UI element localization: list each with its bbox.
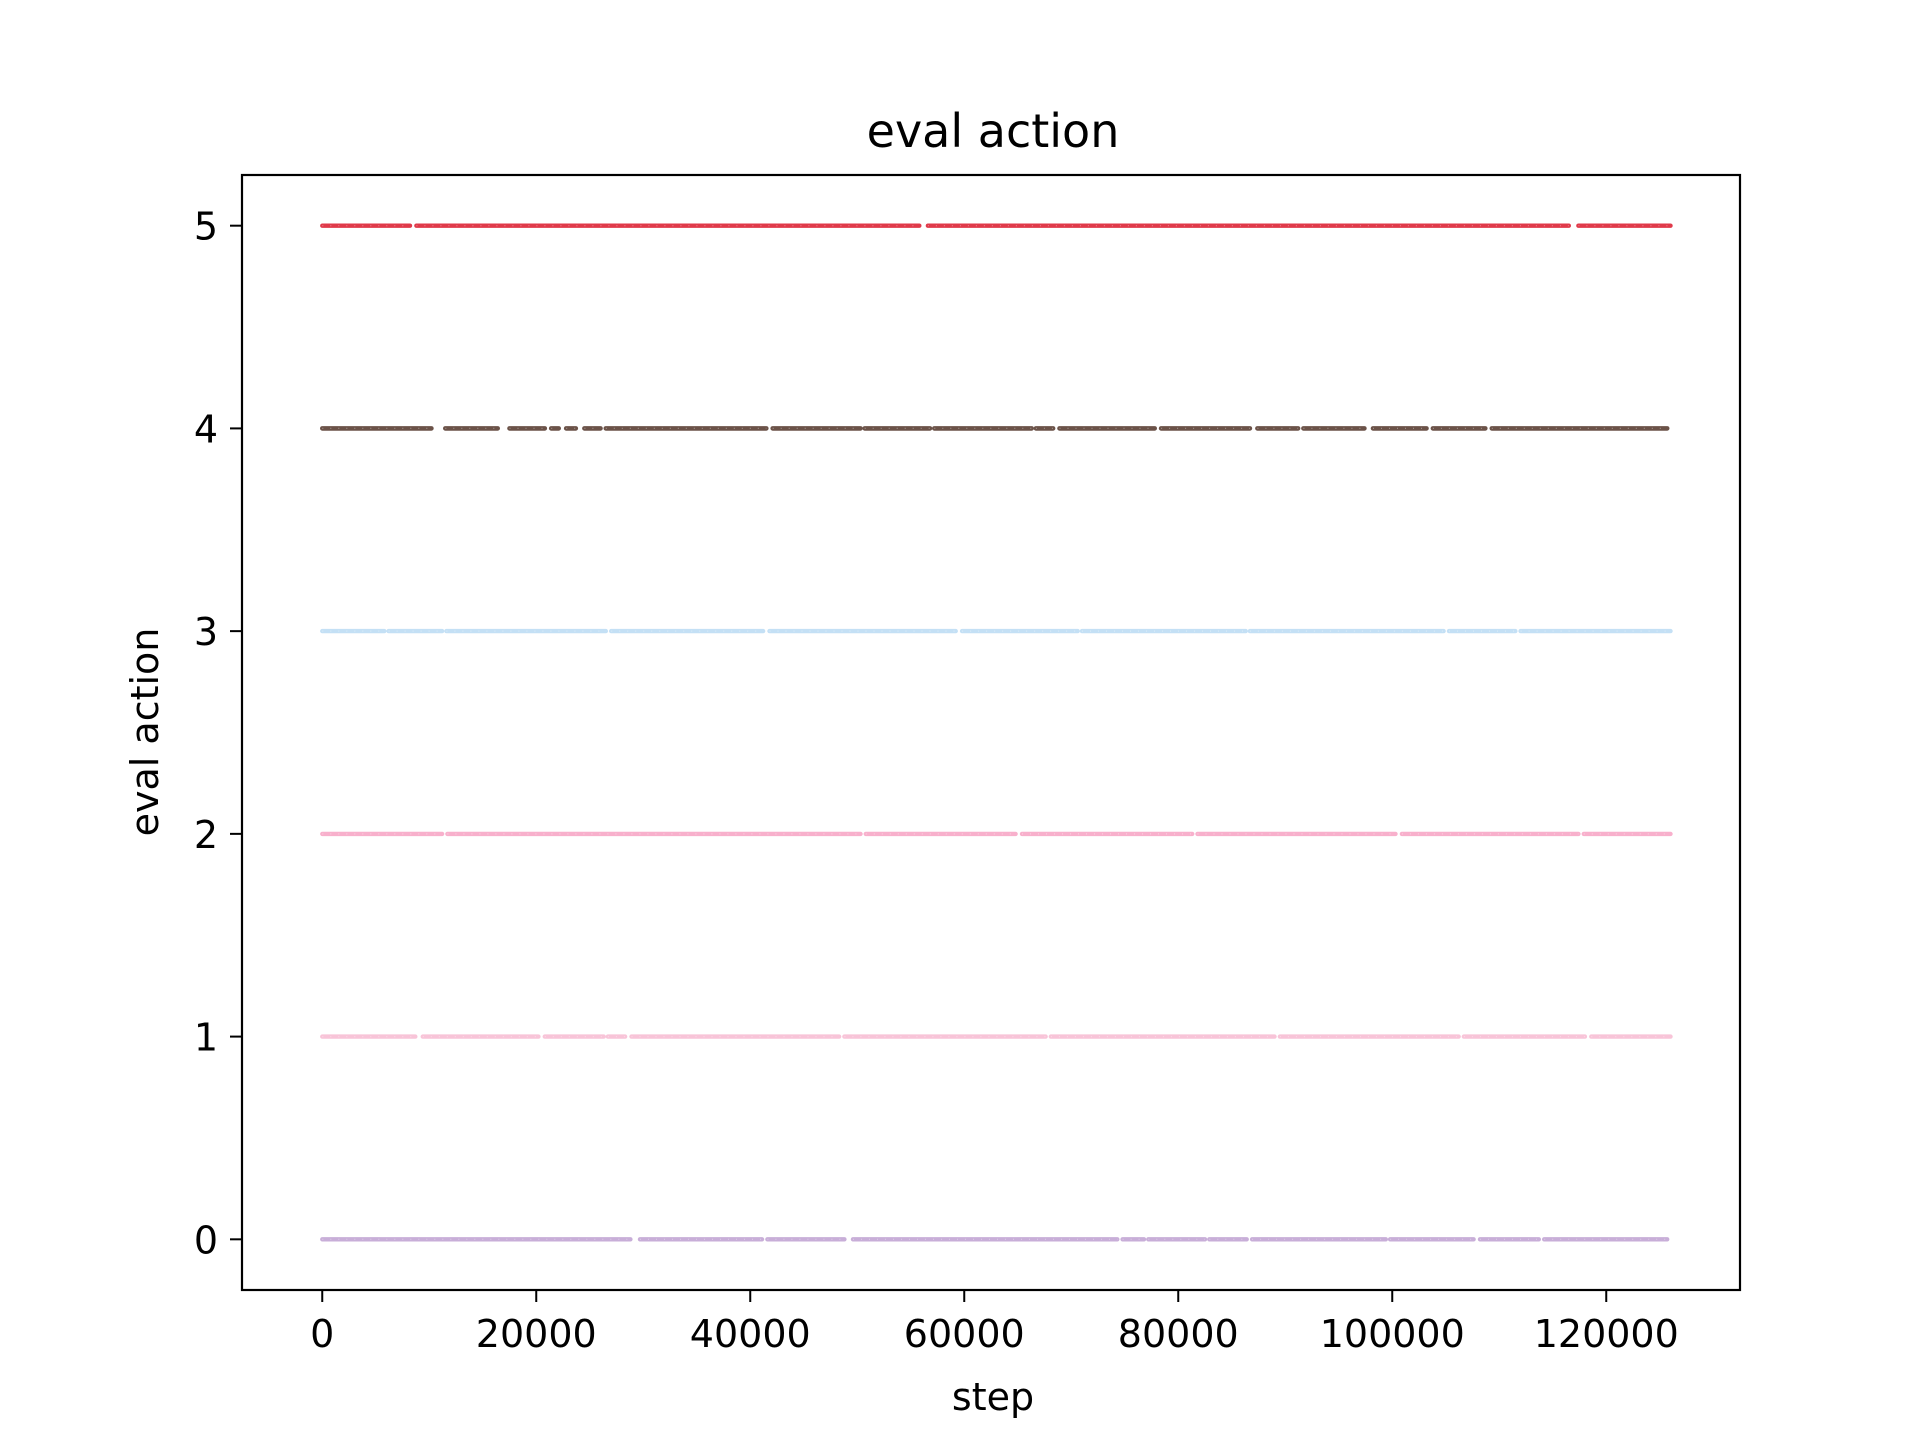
y-tick-label: 5 xyxy=(194,205,218,249)
x-tick-label: 80000 xyxy=(1118,1312,1239,1356)
x-tick-label: 60000 xyxy=(904,1312,1025,1356)
y-tick-label: 4 xyxy=(194,407,218,451)
x-axis: 0 20000 40000 60000 80000 100000 120000 xyxy=(310,1290,1679,1356)
y-tick-label: 0 xyxy=(194,1218,218,1262)
x-tick-label: 100000 xyxy=(1320,1312,1465,1356)
y-tick-label: 1 xyxy=(194,1016,218,1060)
y-axis-label: eval action xyxy=(123,628,167,837)
y-tick-label: 2 xyxy=(194,813,218,857)
y-tick-label: 3 xyxy=(194,610,218,654)
x-tick-label: 20000 xyxy=(476,1312,597,1356)
plot-area xyxy=(319,223,1673,1242)
axes-frame xyxy=(240,173,1742,1292)
x-axis-label: step xyxy=(952,1375,1034,1419)
x-tick-label: 0 xyxy=(310,1312,334,1356)
x-tick-label: 40000 xyxy=(690,1312,811,1356)
chart-title: eval action xyxy=(867,104,1120,158)
x-tick-label: 120000 xyxy=(1534,1312,1679,1356)
y-axis: 0 1 2 3 4 5 xyxy=(194,205,242,1262)
